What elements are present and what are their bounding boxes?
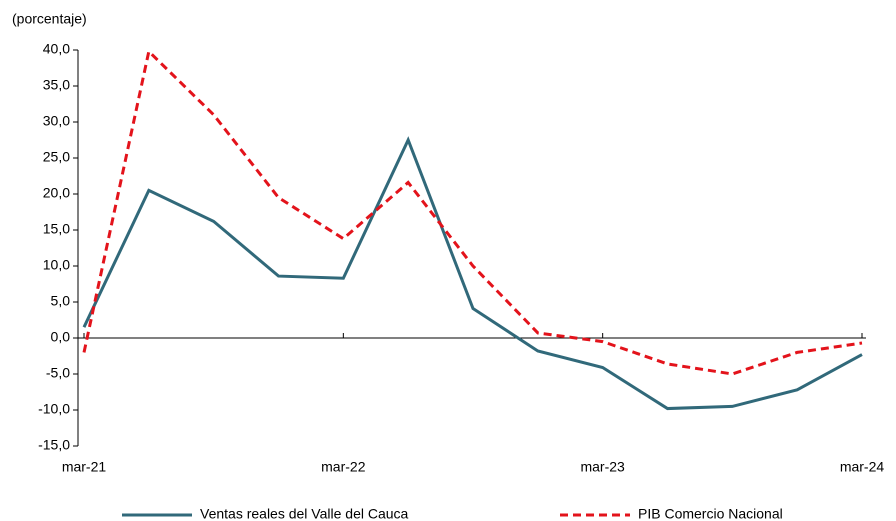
x-tick-label: mar-24	[840, 459, 885, 475]
legend-label: Ventas reales del Valle del Cauca	[200, 506, 409, 521]
series-line	[82, 136, 863, 411]
x-tick-label: mar-21	[62, 459, 107, 475]
x-tick-label: mar-23	[580, 459, 625, 475]
y-tick-label: 25,0	[43, 149, 70, 165]
series-line	[82, 48, 863, 376]
y-tick-label: -15,0	[38, 437, 70, 453]
y-tick-label: -10,0	[38, 401, 70, 417]
x-tick-label: mar-22	[321, 459, 366, 475]
y-tick-label: 15,0	[43, 221, 70, 237]
y-tick-label: 40,0	[43, 41, 70, 57]
y-tick-label: 10,0	[43, 257, 70, 273]
y-tick-label: 30,0	[43, 113, 70, 129]
y-tick-label: -5,0	[46, 365, 70, 381]
y-tick-label: 5,0	[51, 293, 71, 309]
y-tick-label: 0,0	[51, 329, 71, 345]
legend-label: PIB Comercio Nacional	[638, 506, 783, 521]
y-axis-label: (porcentaje)	[12, 11, 87, 27]
y-tick-label: 35,0	[43, 77, 70, 93]
y-tick-label: 20,0	[43, 185, 70, 201]
